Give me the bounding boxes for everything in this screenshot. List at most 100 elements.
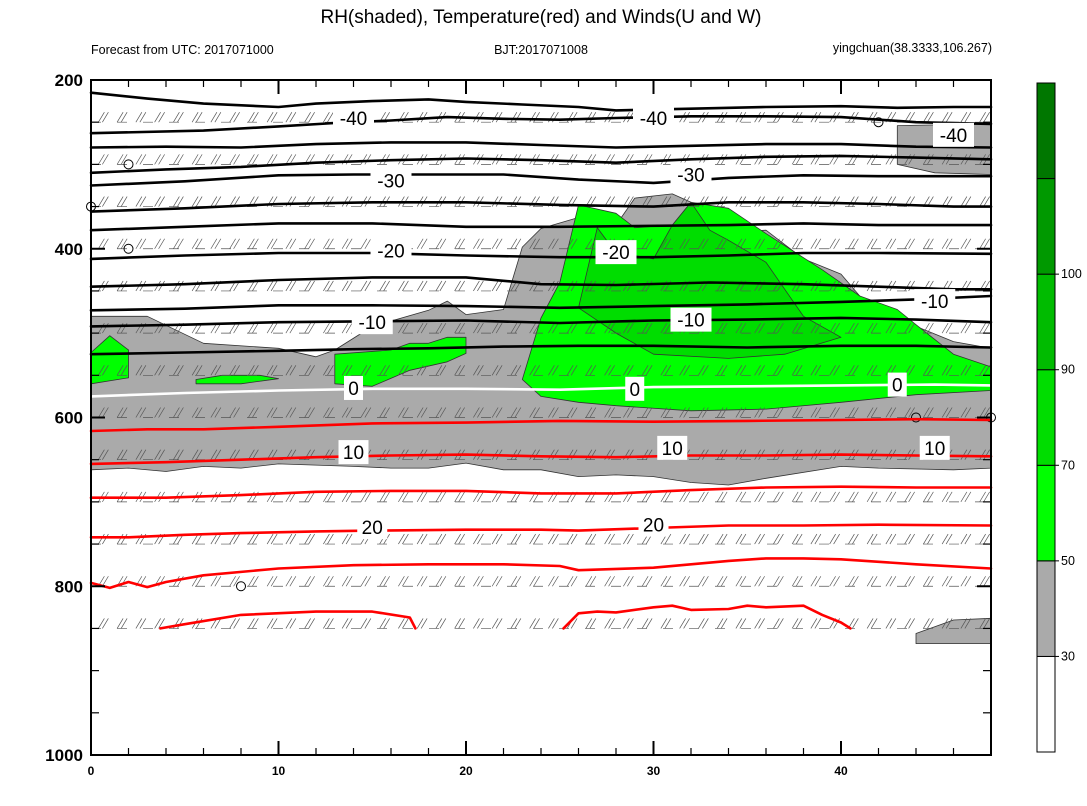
wind-barb bbox=[866, 618, 874, 629]
wind-barb bbox=[510, 533, 518, 545]
wind-barb bbox=[604, 407, 611, 418]
wind-barb bbox=[173, 238, 180, 249]
wind-barb bbox=[477, 280, 484, 292]
wind-barb bbox=[870, 112, 878, 123]
wind-barb bbox=[866, 238, 874, 249]
wind-barb bbox=[814, 576, 822, 587]
x-tick-label: 40 bbox=[834, 764, 848, 778]
wind-barb bbox=[252, 280, 259, 292]
wind-barb bbox=[945, 618, 953, 629]
wind-barb bbox=[158, 365, 165, 376]
wind-barb bbox=[627, 533, 634, 545]
wind-barb bbox=[177, 112, 184, 123]
wind-barb bbox=[289, 154, 297, 165]
wind-barb bbox=[852, 365, 859, 376]
wind-barb bbox=[739, 154, 747, 165]
wind-barb bbox=[308, 196, 315, 207]
wind-barb bbox=[585, 365, 593, 376]
wind-barb bbox=[585, 576, 593, 587]
wind-barb bbox=[139, 618, 147, 629]
wind-barb bbox=[304, 196, 311, 207]
contour-label: -20 bbox=[595, 240, 637, 265]
wind-barb bbox=[645, 280, 653, 292]
wind-barb bbox=[229, 322, 236, 334]
wind-barb bbox=[345, 322, 353, 334]
wind-barb bbox=[439, 407, 447, 418]
wind-barb bbox=[177, 618, 184, 629]
wind-barb bbox=[795, 365, 803, 376]
wind-barb bbox=[154, 196, 161, 207]
wind-barb bbox=[791, 533, 799, 545]
wind-barb bbox=[589, 365, 597, 376]
wind-barb bbox=[398, 491, 405, 503]
wind-barb bbox=[702, 618, 709, 629]
wind-barb bbox=[889, 491, 897, 503]
wind-barb bbox=[585, 618, 593, 629]
wind-barb bbox=[548, 576, 555, 587]
wind-barb bbox=[233, 407, 240, 418]
wind-barb bbox=[660, 618, 668, 629]
contour-label: 10 bbox=[919, 435, 950, 460]
contour-label-text: -10 bbox=[677, 311, 704, 332]
wind-barb bbox=[735, 238, 743, 249]
wind-barb bbox=[173, 365, 180, 376]
wind-barb bbox=[495, 491, 503, 503]
wind-barb bbox=[702, 365, 709, 376]
contour-label-box bbox=[344, 375, 363, 400]
wind-barb bbox=[777, 618, 784, 629]
wind-barb bbox=[379, 491, 386, 503]
wind-barb bbox=[927, 238, 934, 249]
wind-barb bbox=[791, 238, 799, 249]
wind-barb bbox=[698, 407, 705, 418]
wind-barb bbox=[308, 322, 315, 334]
wind-barb bbox=[341, 365, 349, 376]
wind-barb bbox=[548, 365, 555, 376]
wind-barb bbox=[420, 491, 428, 503]
wind-barb bbox=[248, 407, 255, 418]
wind-barb bbox=[777, 533, 784, 545]
wind-barb bbox=[889, 238, 897, 249]
wind-barb bbox=[983, 365, 990, 376]
wind-barb bbox=[248, 618, 255, 629]
wind-barb bbox=[679, 576, 686, 587]
wind-barb bbox=[364, 280, 372, 292]
wind-barb bbox=[285, 238, 293, 249]
colorbar-bin bbox=[1036, 464, 1056, 562]
wind-barb bbox=[983, 407, 990, 418]
wind-barb bbox=[960, 365, 968, 376]
wind-barb bbox=[270, 154, 278, 165]
wind-barb bbox=[416, 576, 424, 587]
wind-barb bbox=[458, 491, 465, 503]
wind-barb bbox=[923, 154, 930, 165]
wind-barb bbox=[327, 112, 334, 123]
wind-barb bbox=[266, 238, 274, 249]
colorbar-bin bbox=[1036, 560, 1056, 657]
wind-barb bbox=[664, 322, 672, 334]
wind-barb bbox=[870, 576, 878, 587]
wind-barb bbox=[945, 491, 953, 503]
wind-barb bbox=[570, 365, 578, 376]
wind-barb bbox=[866, 322, 874, 334]
wind-barb bbox=[383, 365, 390, 376]
wind-barb bbox=[173, 449, 180, 460]
wind-barb bbox=[641, 618, 649, 629]
wind-barb bbox=[833, 238, 840, 249]
wind-barb bbox=[604, 533, 611, 545]
wind-barb bbox=[589, 618, 597, 629]
contour-label: -40 bbox=[333, 105, 374, 130]
wind-barb bbox=[795, 618, 803, 629]
wind-barb bbox=[214, 576, 222, 587]
wind-barb bbox=[341, 280, 349, 292]
wind-barb bbox=[664, 533, 672, 545]
wind-barb bbox=[454, 322, 461, 334]
wind-barb bbox=[420, 112, 428, 123]
wind-barb bbox=[195, 533, 203, 545]
wind-barb bbox=[960, 112, 968, 123]
wind-barb bbox=[529, 238, 536, 249]
contour-label-box bbox=[670, 162, 712, 187]
wind-barb bbox=[158, 618, 165, 629]
wind-barb bbox=[720, 576, 728, 587]
wind-barb bbox=[964, 196, 972, 207]
wind-barb bbox=[964, 618, 972, 629]
wind-barb bbox=[195, 154, 203, 165]
